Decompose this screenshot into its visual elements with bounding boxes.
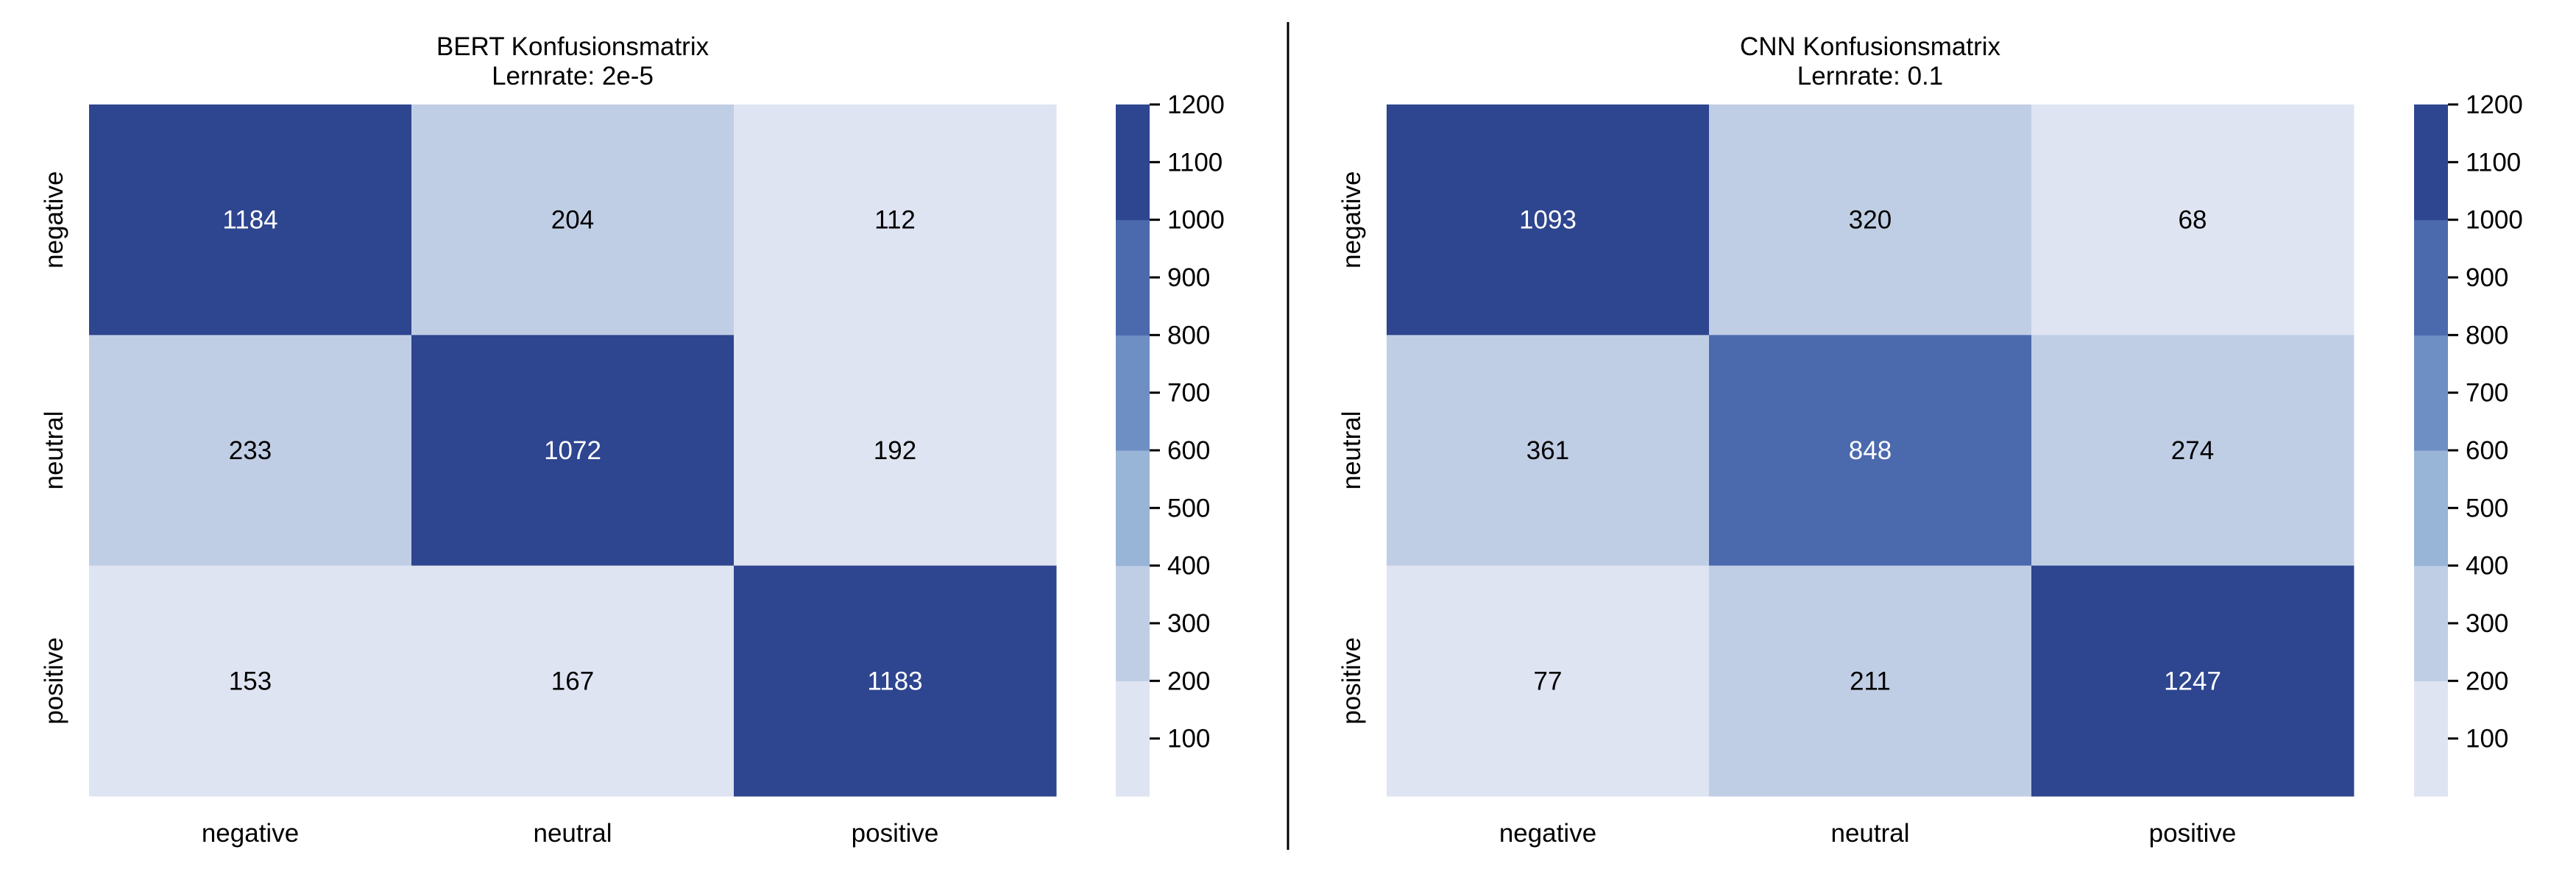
- colorbar-segment: [1116, 450, 1150, 567]
- heatmap-cell: [411, 104, 735, 336]
- colorbar-tick-label: 800: [2466, 321, 2508, 350]
- colorbar-segment: [1116, 104, 1150, 221]
- colorbar-segment: [1116, 565, 1150, 681]
- cell-value-label: 192: [874, 436, 916, 465]
- colorbar-tick-label: 400: [1167, 552, 1210, 581]
- colorbar-tick-label: 300: [2466, 609, 2508, 638]
- colorbar-tick-label: 100: [2466, 725, 2508, 753]
- heatmap-cell: [1709, 565, 2032, 797]
- cell-value-label: 233: [229, 436, 272, 465]
- cell-value-label: 167: [551, 667, 594, 695]
- colorbar-tick-label: 300: [1167, 609, 1210, 638]
- x-tick-label: negative: [202, 819, 299, 848]
- colorbar-segment: [2414, 219, 2448, 336]
- x-tick-label: positive: [852, 819, 939, 848]
- colorbar-segment: [1116, 335, 1150, 451]
- colorbar-tick-label: 1000: [2466, 206, 2523, 235]
- cell-value-label: 68: [2179, 206, 2207, 235]
- colorbar-tick-label: 1200: [1167, 91, 1225, 119]
- colorbar-tick-label: 700: [2466, 379, 2508, 408]
- cell-value-label: 1247: [2164, 667, 2221, 695]
- cell-value-label: 361: [1526, 436, 1569, 465]
- x-tick-label: negative: [1499, 819, 1596, 848]
- colorbar-segment: [2414, 450, 2448, 567]
- chart-subtitle: Lernrate: 0.1: [1797, 62, 1943, 91]
- heatmap-cell: [2031, 565, 2354, 797]
- colorbar-tick-label: 200: [2466, 667, 2508, 695]
- colorbar-segment: [1116, 219, 1150, 336]
- colorbar-tick-label: 1100: [2466, 148, 2521, 177]
- y-tick-label: neutral: [40, 411, 68, 489]
- heatmap-cell: [1709, 335, 2032, 567]
- colorbar-tick-label: 800: [1167, 321, 1210, 350]
- colorbar-tick-label: 900: [1167, 263, 1210, 292]
- y-tick-label: positive: [1337, 637, 1366, 725]
- heatmap-cell: [1387, 104, 1710, 336]
- y-tick-label: negative: [40, 171, 68, 269]
- colorbar-segment: [2414, 335, 2448, 451]
- colorbar-tick-label: 500: [1167, 494, 1210, 522]
- cell-value-label: 1093: [1519, 206, 1577, 235]
- chart-subtitle: Lernrate: 2e-5: [492, 62, 654, 91]
- colorbar-segment: [2414, 681, 2448, 797]
- heatmap-cell: [89, 104, 412, 336]
- y-tick-label: positive: [40, 637, 68, 725]
- x-tick-label: neutral: [533, 819, 612, 848]
- y-tick-label: neutral: [1337, 411, 1366, 489]
- cell-value-label: 211: [1850, 667, 1891, 695]
- heatmap-cell: [734, 104, 1057, 336]
- x-tick-label: neutral: [1830, 819, 1909, 848]
- heatmap-cell: [411, 335, 735, 567]
- heatmap-cell: [411, 565, 735, 797]
- heatmap-cell: [2031, 335, 2354, 567]
- heatmap-cell: [89, 335, 412, 567]
- colorbar-tick-label: 600: [1167, 436, 1210, 465]
- colorbar-tick-label: 100: [1167, 725, 1210, 753]
- cell-value-label: 320: [1849, 206, 1892, 235]
- colorbar-tick-label: 400: [2466, 552, 2508, 581]
- cell-value-label: 1072: [544, 436, 601, 465]
- colorbar-segment: [2414, 565, 2448, 681]
- cell-value-label: 1183: [867, 667, 922, 695]
- heatmap-cell: [734, 335, 1057, 567]
- chart-title: CNN Konfusionsmatrix: [1740, 32, 2000, 61]
- y-tick-label: negative: [1337, 171, 1366, 269]
- colorbar-tick-label: 200: [1167, 667, 1210, 695]
- colorbar-tick-label: 600: [2466, 436, 2508, 465]
- chart-title: BERT Konfusionsmatrix: [436, 32, 710, 61]
- cell-value-label: 1184: [222, 206, 277, 235]
- heatmap-cell: [1387, 565, 1710, 797]
- heatmap-cell: [1387, 335, 1710, 567]
- cell-value-label: 112: [874, 206, 916, 235]
- x-tick-label: positive: [2149, 819, 2237, 848]
- colorbar-tick-label: 700: [1167, 379, 1210, 408]
- heatmap-cell: [1709, 104, 2032, 336]
- heatmap-cell: [2031, 104, 2354, 336]
- colorbar-tick-label: 1200: [2466, 91, 2523, 119]
- colorbar-tick-label: 900: [2466, 263, 2508, 292]
- colorbar-tick-label: 500: [2466, 494, 2508, 522]
- colorbar-segment: [1116, 681, 1150, 797]
- heatmap-cell: [89, 565, 412, 797]
- cell-value-label: 77: [1534, 667, 1563, 695]
- heatmap-cell: [734, 565, 1057, 797]
- colorbar-tick-label: 1000: [1167, 206, 1225, 235]
- colorbar-segment: [2414, 104, 2448, 221]
- cell-value-label: 204: [551, 206, 594, 235]
- cell-value-label: 274: [2171, 436, 2214, 465]
- cell-value-label: 153: [229, 667, 272, 695]
- cell-value-label: 848: [1849, 436, 1892, 465]
- colorbar-tick-label: 1100: [1167, 148, 1222, 177]
